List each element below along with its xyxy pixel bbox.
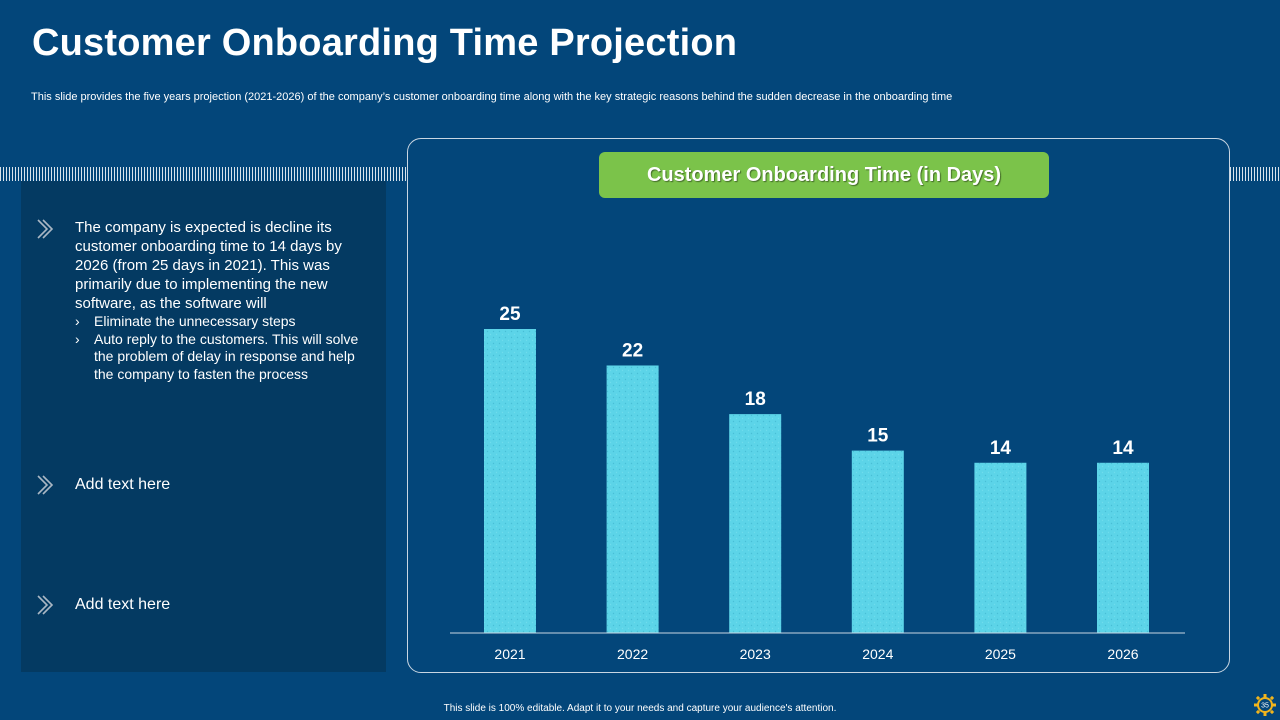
x-tick-label-2026: 2026 (1107, 646, 1138, 662)
data-label-2021: 25 (499, 304, 521, 325)
bar-2024 (851, 450, 904, 633)
bar-2022 (606, 365, 659, 633)
sub-item-text: Eliminate the unnecessary steps (94, 313, 296, 329)
data-label-2024: 15 (867, 426, 889, 447)
sub-list-item: › Auto reply to the customers. This will… (75, 331, 375, 384)
bar-2021 (484, 329, 536, 633)
sub-list-item: › Eliminate the unnecessary steps (75, 313, 375, 331)
bullet-text: Add text here (75, 476, 171, 493)
page-number: 35 (1261, 703, 1269, 710)
x-tick-label-2023: 2023 (740, 646, 771, 662)
bar-2023 (729, 414, 782, 633)
bar-2026 (1097, 462, 1149, 633)
bullet-text: The company is expected is decline its c… (75, 219, 342, 312)
slide-title: Customer Onboarding Time Projection (32, 22, 738, 64)
bullet-text: Add text here (75, 596, 171, 613)
sub-marker: › (75, 330, 80, 347)
slide-subtitle: This slide provides the five years proje… (31, 91, 953, 103)
chevron-right-icon (37, 475, 54, 495)
page-number-badge: 35 (1254, 694, 1276, 716)
sub-item-text: Auto reply to the customers. This will s… (94, 330, 359, 382)
x-tick-label-2022: 2022 (617, 646, 648, 662)
sub-marker: › (75, 313, 80, 329)
x-tick-label-2025: 2025 (985, 646, 1016, 662)
data-label-2022: 22 (622, 340, 643, 361)
data-label-2023: 18 (745, 389, 766, 410)
x-tick-label-2021: 2021 (494, 646, 525, 662)
data-label-2025: 14 (990, 438, 1012, 459)
chevron-right-icon (37, 595, 54, 615)
x-tick-label-2024: 2024 (862, 646, 893, 662)
bar-2025 (974, 462, 1027, 633)
sub-list: › Eliminate the unnecessary steps › Auto… (75, 313, 375, 383)
chevron-right-icon (37, 219, 54, 239)
data-label-2026: 14 (1112, 438, 1134, 459)
chart-title-badge: Customer Onboarding Time (in Days) (599, 152, 1049, 198)
left-text-panel: The company is expected is decline its c… (21, 181, 386, 672)
footer-note: This slide is 100% editable. Adapt it to… (443, 703, 837, 714)
chart-frame (407, 138, 1230, 673)
